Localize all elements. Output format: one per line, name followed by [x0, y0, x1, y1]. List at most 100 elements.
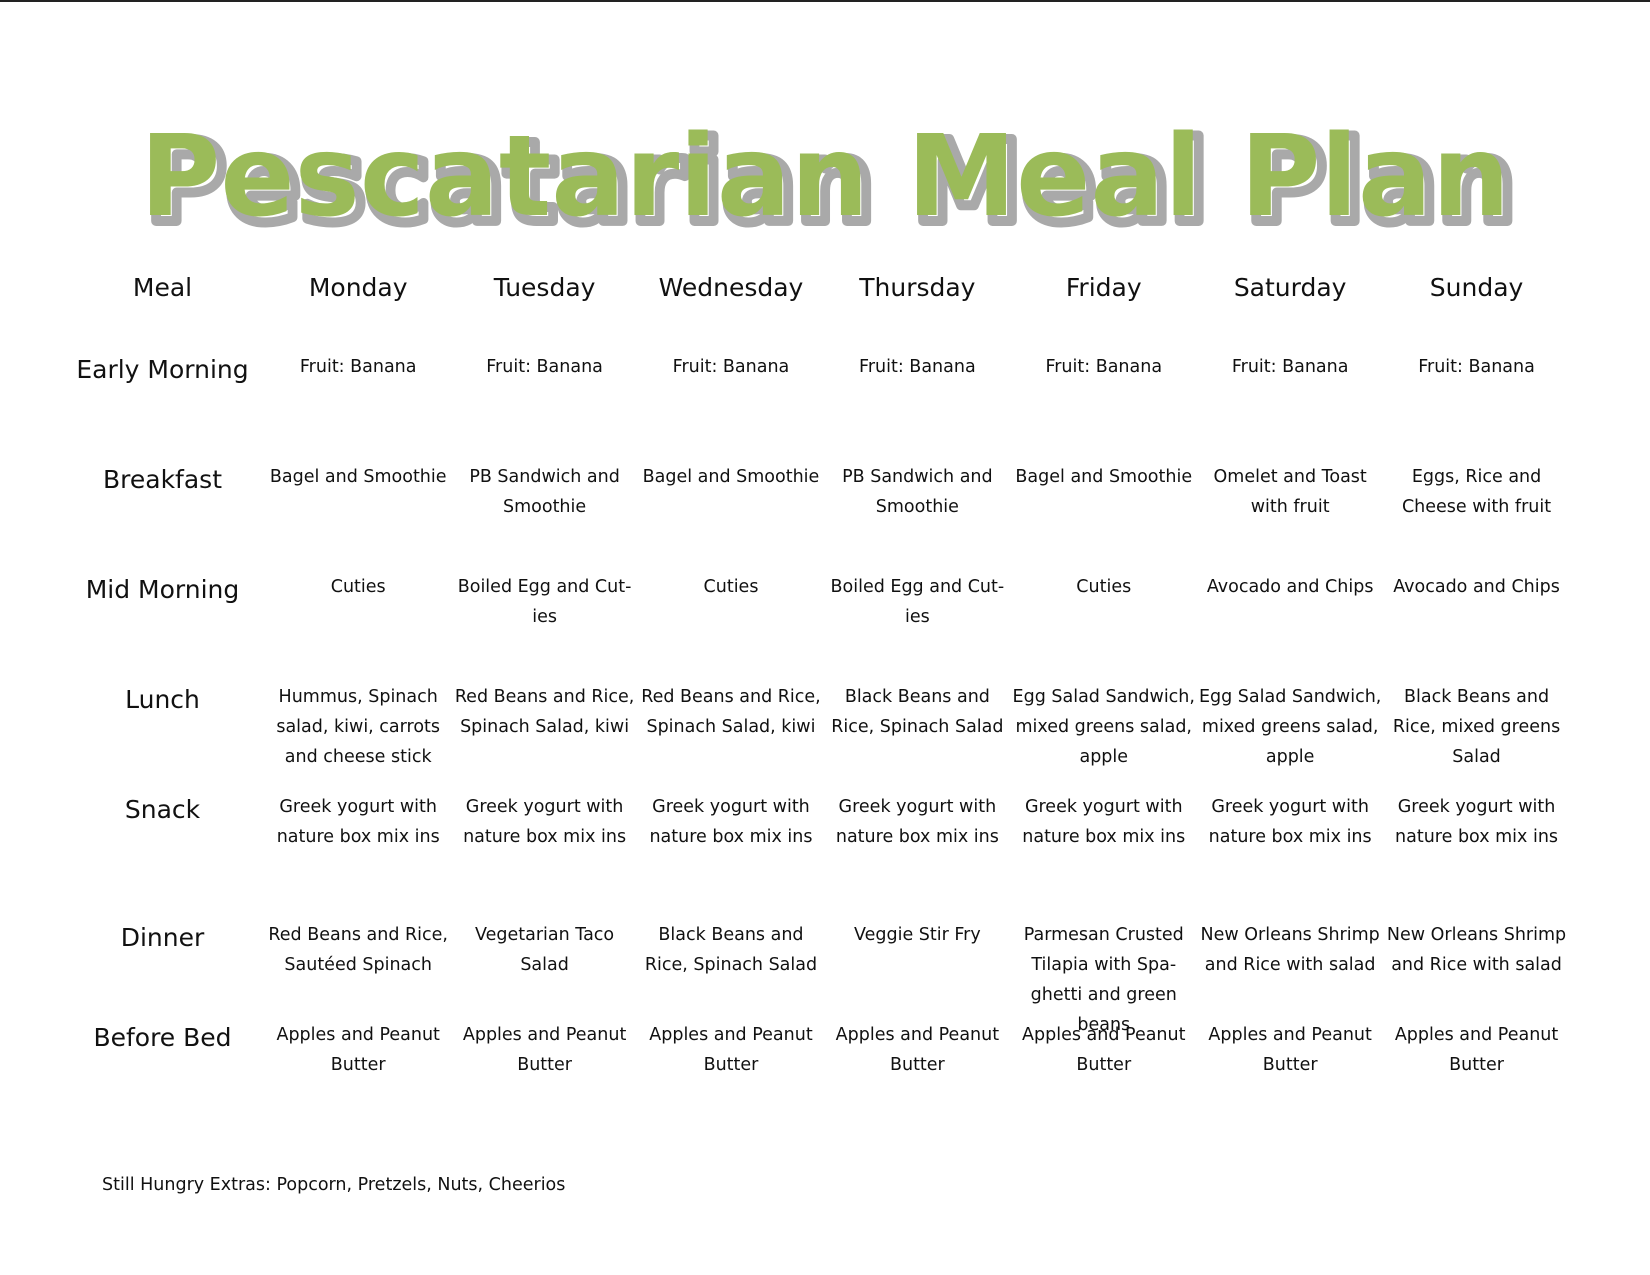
meal-cell-line: Sautéed Spinach: [284, 955, 432, 975]
meal-cell-line: Greek yogurt with: [1024, 797, 1183, 817]
meal-cell-line: Parmesan Crusted: [1023, 925, 1184, 945]
meal-cell-lunch-wednesday: Red Beans and Rice, Spinach Salad, kiwi: [638, 680, 824, 742]
meal-cell-line: New Orleans Shrimp: [1200, 925, 1380, 945]
meal-cell-before-bed-sunday: Apples and Peanut Butter: [1383, 1018, 1569, 1080]
meal-cell-line: Salad: [1452, 747, 1501, 767]
column-header-monday: Monday: [308, 273, 408, 302]
meal-label-mid-morning: Mid Morning: [85, 575, 240, 604]
meal-cell-line: Veggie Stir Fry: [854, 925, 981, 945]
meal-cell-breakfast-sunday: Eggs, Rice and Cheese with fruit: [1383, 460, 1569, 522]
meal-cell-line: mixed greens salad,: [1015, 717, 1193, 737]
meal-cell-line: Apples and Peanut: [1022, 1025, 1186, 1045]
meal-cell-line: Red Beans and Rice,: [268, 925, 448, 945]
meal-label-lunch: Lunch: [125, 685, 200, 714]
meal-cell-line: Fruit: Banana: [486, 357, 603, 377]
page-title: Pescatarian Meal Plan: [140, 112, 1510, 242]
meal-cell-early-morning-wednesday: Fruit: Banana: [638, 350, 824, 382]
meal-cell-line: Black Beans and: [658, 925, 804, 945]
meal-cell-line: Fruit: Banana: [672, 357, 790, 377]
meal-cell-line: Fruit: Banana: [1231, 357, 1349, 377]
meal-cell-dinner-tuesday: Vegetarian Taco Salad: [451, 918, 637, 980]
meal-cell-line: and Rice with salad: [1204, 955, 1376, 975]
meal-cell-line: nature box mix ins: [835, 827, 999, 847]
meal-cell-line: Fruit: Banana: [299, 357, 417, 377]
meal-cell-line: Greek yogurt with: [1397, 797, 1556, 817]
meal-cell-mid-morning-thursday: Boiled Egg and Cut-ies: [824, 570, 1010, 632]
meal-cell-line: Bagel and Smoothie: [269, 467, 447, 487]
meal-cell-line: Rice, Spinach Salad: [644, 955, 818, 975]
meal-cell-line: Rice, mixed greens: [1392, 717, 1561, 737]
meal-cell-line: Cuties: [703, 577, 759, 597]
title-wordart: Pescatarian Meal Plan Pescatarian Meal P…: [140, 112, 1521, 253]
meal-cell-line: nature box mix ins: [463, 827, 627, 847]
meal-cell-line: Greek yogurt with: [279, 797, 437, 817]
title-shadow-text: Pescatarian Meal Plan: [146, 118, 1516, 248]
meal-cell-early-morning-sunday: Fruit: Banana: [1383, 350, 1569, 382]
meal-label-dinner: Dinner: [120, 923, 205, 952]
meal-cell-breakfast-wednesday: Bagel and Smoothie: [638, 460, 824, 492]
meal-cell-before-bed-wednesday: Apples and Peanut Butter: [638, 1018, 824, 1080]
meal-label-snack: Snack: [124, 795, 201, 824]
meal-cell-line: Greek yogurt with: [838, 797, 997, 817]
meal-cell-snack-thursday: Greek yogurt with nature box mix ins: [824, 790, 1010, 852]
column-header-saturday: Saturday: [1233, 273, 1347, 302]
meal-cell-breakfast-monday: Bagel and Smoothie: [265, 460, 451, 492]
meal-cell-line: Smoothie: [875, 497, 959, 517]
meal-cell-dinner-thursday: Veggie Stir Fry: [824, 918, 1010, 950]
meal-cell-breakfast-tuesday: PB Sandwich and Smoothie: [451, 460, 637, 522]
meal-cell-snack-monday: Greek yogurt with nature box mix ins: [265, 790, 451, 852]
meal-label-before-bed: Before Bed: [93, 1023, 232, 1052]
meal-cell-before-bed-thursday: Apples and Peanut Butter: [824, 1018, 1010, 1080]
meal-cell-snack-tuesday: Greek yogurt with nature box mix ins: [451, 790, 637, 852]
meal-cell-mid-morning-sunday: Avocado and Chips: [1383, 570, 1569, 602]
meal-cell-line: ies: [532, 607, 557, 627]
meal-cell-before-bed-saturday: Apples and Peanut Butter: [1197, 1018, 1383, 1080]
meal-cell-lunch-friday: Egg Salad Sandwich, mixed greens salad, ap…: [1011, 680, 1197, 772]
meal-cell-dinner-sunday: New Orleans Shrimp and Rice with salad: [1383, 918, 1569, 980]
meal-cell-line: Butter: [1076, 1055, 1132, 1075]
meal-cell-line: and Rice with salad: [1391, 955, 1562, 975]
meal-cell-line: apple: [1265, 747, 1315, 767]
meal-cell-line: nature box mix ins: [1395, 827, 1559, 847]
meal-cell-line: Avocado and Chips: [1393, 577, 1560, 597]
meal-cell-line: Red Beans and Rice,: [454, 687, 635, 707]
meal-cell-early-morning-thursday: Fruit: Banana: [824, 350, 1010, 382]
meal-cell-line: nature box mix ins: [1022, 827, 1186, 847]
meal-cell-line: Tilapia with Spa-: [1031, 955, 1177, 975]
meal-cell-mid-morning-saturday: Avocado and Chips: [1197, 570, 1383, 602]
meal-cell-early-morning-monday: Fruit: Banana: [265, 350, 451, 382]
meal-cell-line: Cuties: [330, 577, 386, 597]
meal-cell-line: Black Beans and: [844, 687, 990, 707]
meal-cell-line: Egg Salad Sandwich,: [1012, 687, 1195, 707]
meal-cell-line: Rice, Spinach Salad: [831, 717, 1004, 737]
column-header-wednesday: Wednesday: [658, 273, 804, 302]
title-banner: Pescatarian Meal Plan Pescatarian Meal P…: [0, 95, 1650, 265]
column-header-meal: Meal: [132, 273, 193, 302]
meal-cell-line: Butter: [517, 1055, 572, 1075]
meal-cell-line: Salad: [520, 955, 569, 975]
meal-label-breakfast: Breakfast: [102, 465, 222, 494]
meal-cell-early-morning-friday: Fruit: Banana: [1011, 350, 1197, 382]
meal-cell-line: Fruit: Banana: [1418, 357, 1535, 377]
meal-cell-line: beans: [1077, 1015, 1131, 1035]
meal-cell-line: Eggs, Rice and: [1411, 467, 1542, 487]
meal-cell-snack-wednesday: Greek yogurt with nature box mix ins: [638, 790, 824, 852]
meal-cell-line: Omelet and Toast: [1213, 467, 1367, 487]
meal-cell-line: Cuties: [1076, 577, 1132, 597]
meal-cell-line: Butter: [889, 1055, 945, 1075]
meal-cell-line: Greek yogurt with: [465, 797, 624, 817]
meal-cell-snack-saturday: Greek yogurt with nature box mix ins: [1197, 790, 1383, 852]
meal-cell-line: with fruit: [1250, 497, 1330, 517]
still-hungry-extras-note: Still Hungry Extras: Popcorn, Pretzels, …: [102, 1175, 566, 1195]
meal-cell-lunch-thursday: Black Beans and Rice, Spinach Salad: [824, 680, 1010, 742]
meal-cell-line: Apples and Peanut: [276, 1025, 440, 1045]
meal-cell-lunch-sunday: Black Beans and Rice, mixed greens Salad: [1383, 680, 1569, 772]
column-header-tuesday: Tuesday: [493, 273, 596, 302]
meal-cell-line: Apples and Peanut: [462, 1025, 627, 1045]
meal-cell-mid-morning-tuesday: Boiled Egg and Cut-ies: [451, 570, 637, 632]
meal-plan-table: Meal Monday Tuesday Wednesday Thursday F…: [60, 250, 1570, 1138]
meal-cell-line: ghetti and green: [1030, 985, 1177, 1005]
meal-cell-line: Black Beans and: [1403, 687, 1550, 707]
meal-cell-before-bed-friday: Apples and Peanut Butter: [1011, 1018, 1197, 1080]
meal-label-early-morning: Early Morning: [76, 355, 249, 384]
